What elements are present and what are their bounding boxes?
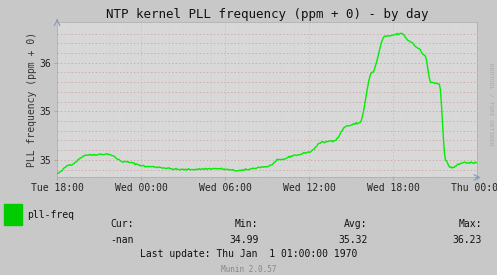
Text: 34.99: 34.99 [229,235,258,245]
Text: 35.32: 35.32 [338,235,368,245]
Text: Cur:: Cur: [111,219,134,229]
Y-axis label: PLL frequency (ppm + 0): PLL frequency (ppm + 0) [27,32,37,167]
Text: 36.23: 36.23 [453,235,482,245]
Text: Last update: Thu Jan  1 01:00:00 1970: Last update: Thu Jan 1 01:00:00 1970 [140,249,357,259]
Title: NTP kernel PLL frequency (ppm + 0) - by day: NTP kernel PLL frequency (ppm + 0) - by … [106,8,428,21]
Text: Min:: Min: [235,219,258,229]
Text: pll-freq: pll-freq [27,210,75,219]
Text: -nan: -nan [111,235,134,245]
Text: RRDTOOL / TOBI OETIKER: RRDTOOL / TOBI OETIKER [489,63,494,146]
Text: Max:: Max: [459,219,482,229]
Text: Avg:: Avg: [344,219,368,229]
Text: Munin 2.0.57: Munin 2.0.57 [221,265,276,274]
